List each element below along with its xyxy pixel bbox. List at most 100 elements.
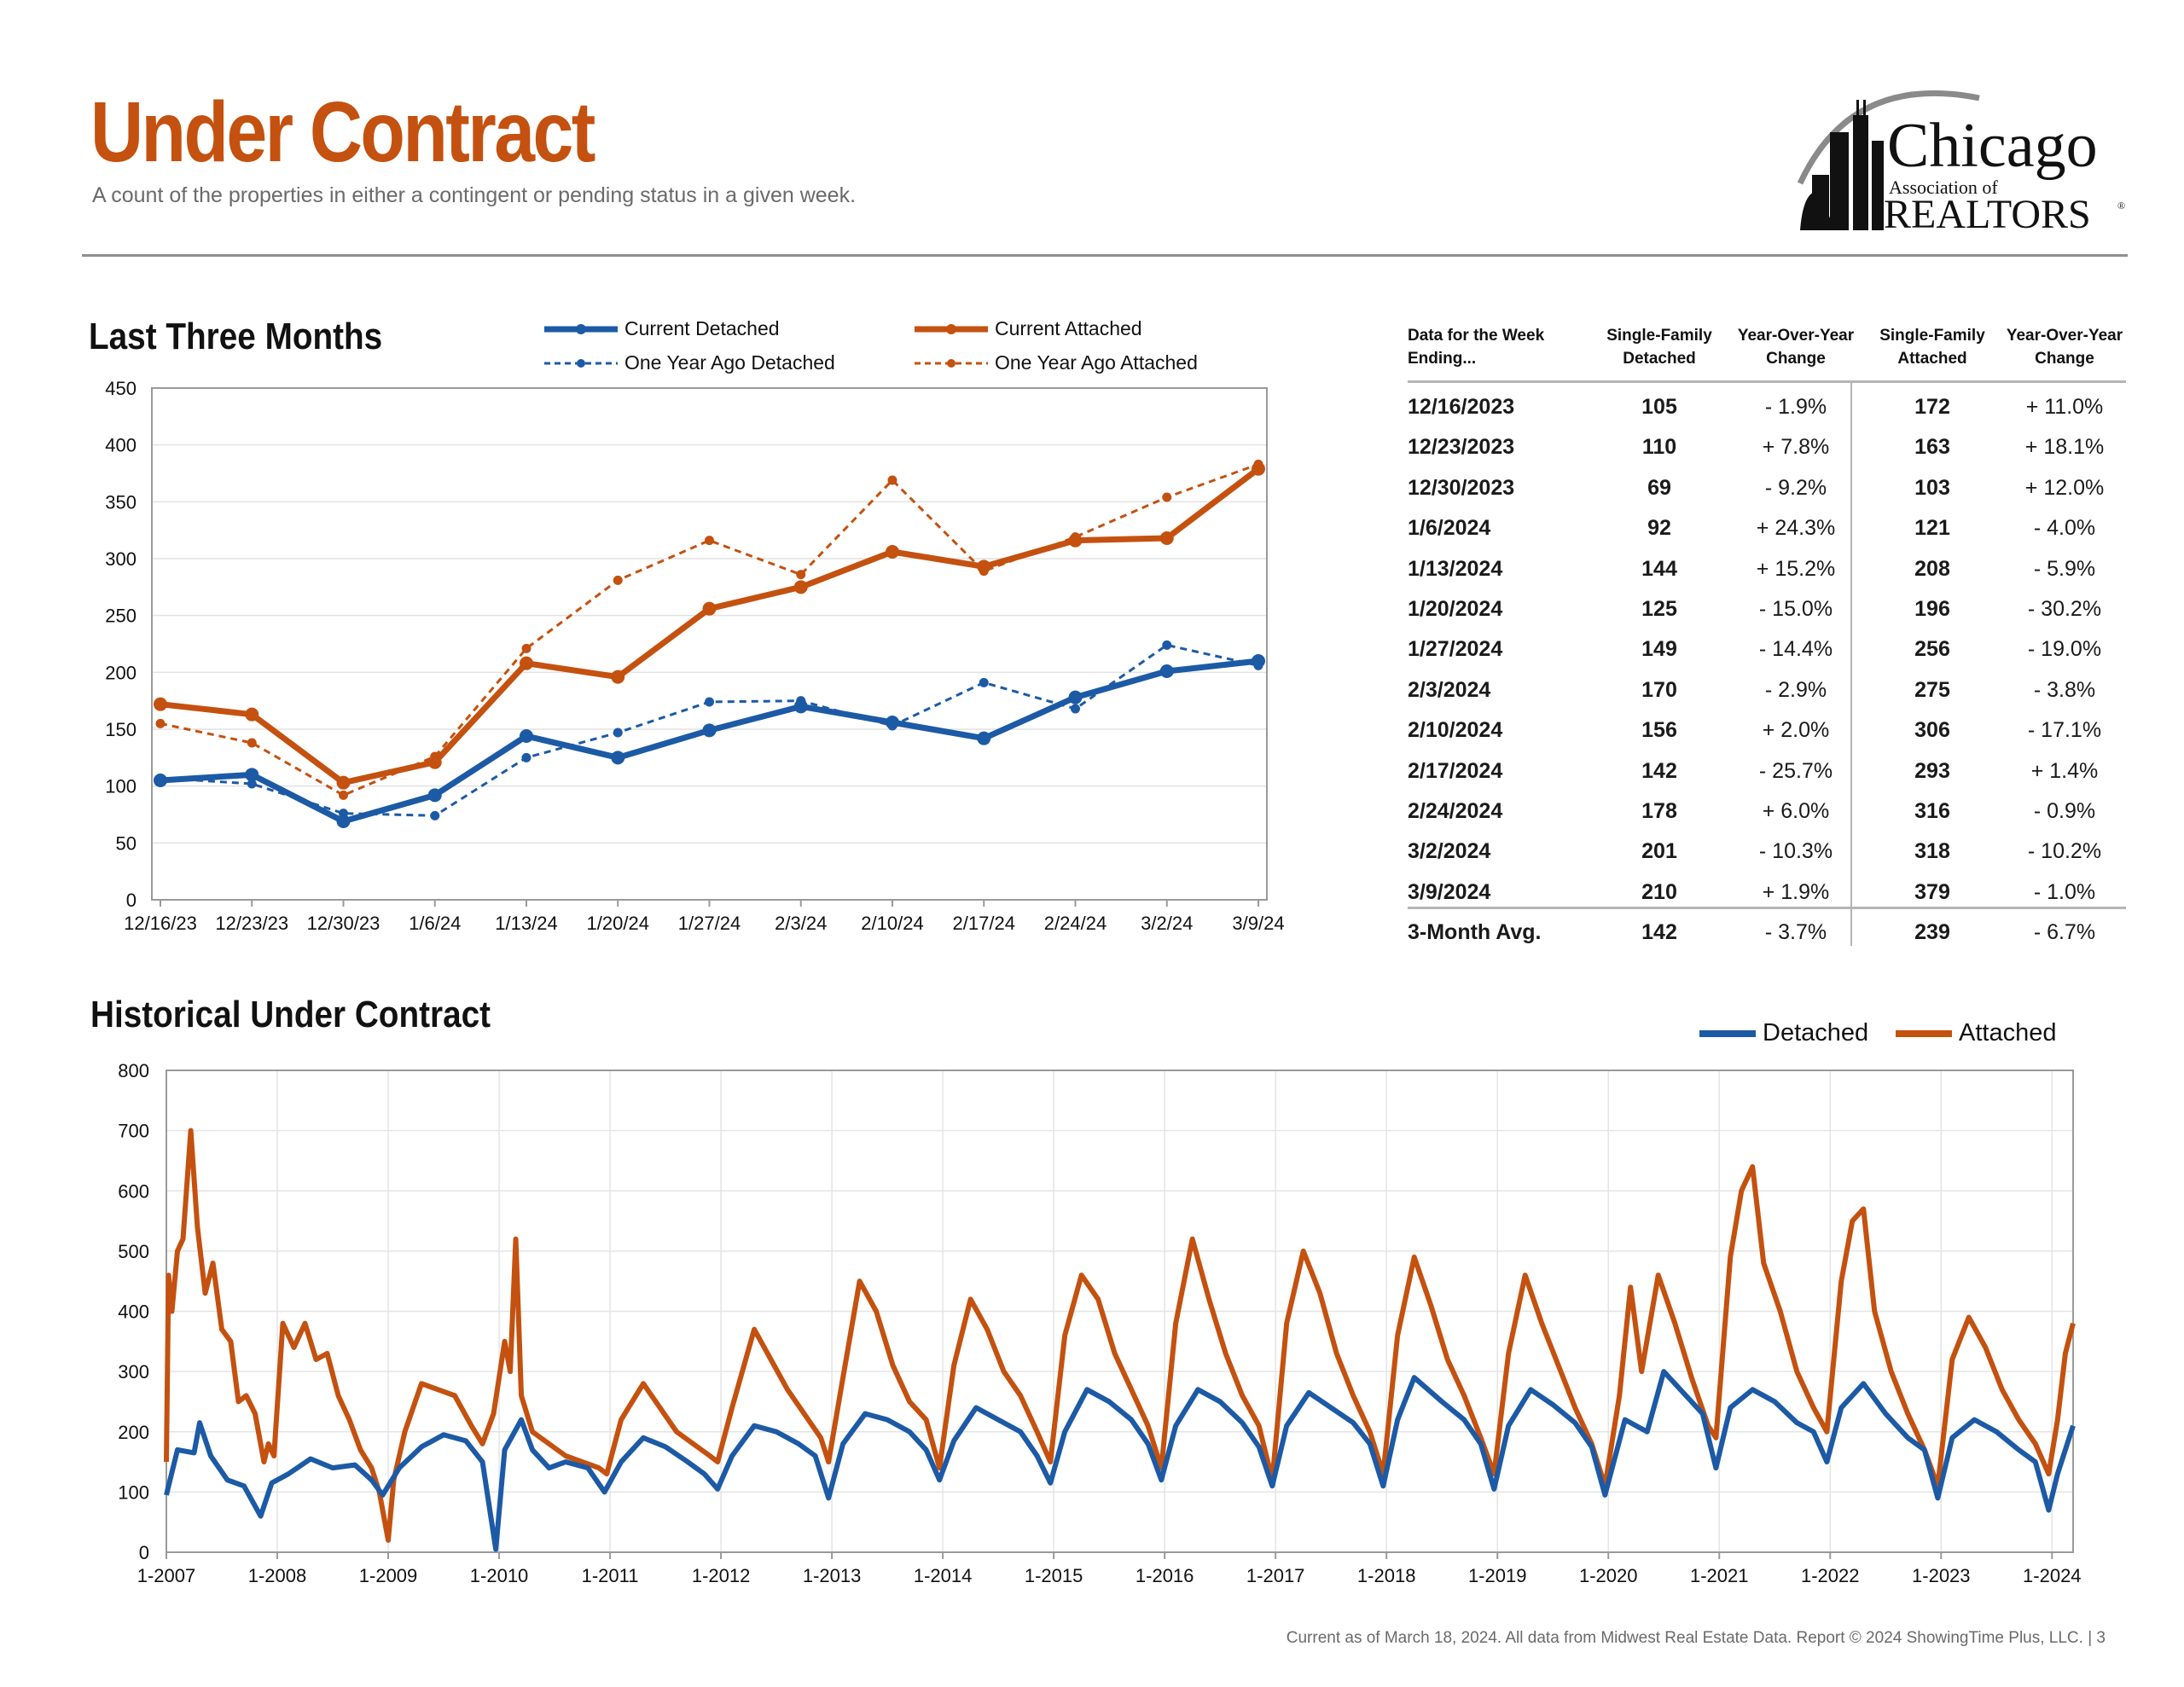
table-cell: 142 bbox=[1641, 920, 1677, 945]
y-tick-label: 400 bbox=[105, 435, 136, 456]
table-cell: 196 bbox=[1914, 597, 1950, 621]
data-point-current-detached bbox=[793, 699, 808, 714]
data-point-current-attached bbox=[702, 601, 717, 616]
table-cell: 1/20/2024 bbox=[1408, 597, 1503, 621]
table-cell: + 12.0% bbox=[2024, 475, 2105, 500]
legend-label: One Year Ago Detached bbox=[624, 351, 835, 374]
x-tick-label: 1-2024 bbox=[2023, 1565, 2082, 1586]
table-row: 12/16/2023 105 - 1.9% 172 + 11.0% bbox=[1408, 388, 2124, 428]
x-tick-label: 1-2017 bbox=[1246, 1565, 1305, 1586]
table-cell: - 19.0% bbox=[2027, 637, 2102, 662]
x-tick-label: 1-2021 bbox=[1690, 1565, 1749, 1586]
x-tick-label: 2/3/24 bbox=[775, 913, 827, 934]
y-tick-label: 800 bbox=[118, 1060, 149, 1081]
table-cell: 239 bbox=[1914, 920, 1950, 945]
y-tick-label: 0 bbox=[126, 890, 136, 911]
table-cell: + 2.0% bbox=[1762, 718, 1830, 743]
data-point-current-attached bbox=[1252, 461, 1265, 476]
table-row: 12/30/2023 69 - 9.2% 103 + 12.0% bbox=[1408, 469, 2124, 509]
table-cell: 69 bbox=[1647, 475, 1671, 500]
table-cell: 1/13/2024 bbox=[1408, 556, 1503, 581]
y-tick-label: 100 bbox=[105, 776, 136, 797]
table-cell: 379 bbox=[1914, 879, 1950, 904]
header-divider bbox=[82, 254, 2128, 257]
table-cell: 256 bbox=[1914, 637, 1950, 662]
data-point-current-attached bbox=[1068, 533, 1083, 548]
x-tick-label: 1-2009 bbox=[359, 1565, 418, 1586]
table-cell: 2/17/2024 bbox=[1408, 758, 1503, 783]
table-cell: 103 bbox=[1914, 475, 1950, 500]
section-title-last-three-months: Last Three Months bbox=[89, 316, 383, 357]
table-row: 1/20/2024 125 - 15.0% 196 - 30.2% bbox=[1408, 590, 2124, 630]
table-cell: - 4.0% bbox=[2033, 516, 2096, 541]
plot-frame bbox=[151, 387, 1268, 901]
table-cell: - 10.2% bbox=[2027, 839, 2102, 864]
table-row: 12/23/2023 110 + 7.8% 163 + 18.1% bbox=[1408, 428, 2124, 468]
table-cell: 163 bbox=[1914, 435, 1950, 460]
data-point-one-year-ago-detached bbox=[979, 677, 989, 687]
data-point-one-year-ago-detached bbox=[247, 779, 257, 789]
data-point-one-year-ago-detached bbox=[521, 752, 531, 762]
table-cell: 12/23/2023 bbox=[1408, 435, 1515, 460]
legend-swatch-detached bbox=[1699, 1029, 1756, 1037]
legend-label: Current Attached bbox=[995, 317, 1142, 339]
data-point-one-year-ago-attached bbox=[1162, 492, 1172, 502]
data-point-one-year-ago-detached bbox=[613, 728, 623, 738]
table-cell: 3/9/2024 bbox=[1408, 879, 1491, 904]
table-cell: 1/6/2024 bbox=[1408, 516, 1491, 541]
x-tick-label: 1-2020 bbox=[1579, 1565, 1638, 1586]
y-tick-label: 150 bbox=[105, 719, 136, 740]
table-row: 2/3/2024 170 - 2.9% 275 - 3.8% bbox=[1408, 671, 2124, 711]
data-point-current-detached bbox=[1068, 690, 1083, 704]
table-cell: - 2.9% bbox=[1764, 677, 1827, 702]
table-row: 2/10/2024 156 + 2.0% 306 - 17.1% bbox=[1408, 711, 2124, 751]
table-average-rule bbox=[1408, 907, 2126, 909]
data-point-current-detached bbox=[245, 768, 259, 782]
table-header-detached-yoy: Year-Over-Year Change bbox=[1737, 327, 1855, 368]
svg-text:REALTORS: REALTORS bbox=[1884, 192, 2091, 237]
svg-text:Association of: Association of bbox=[1889, 177, 1998, 198]
table-cell: + 15.2% bbox=[1756, 556, 1836, 581]
data-point-current-attached bbox=[1159, 531, 1174, 545]
table-cell: - 1.9% bbox=[1764, 395, 1827, 419]
svg-text:®: ® bbox=[2117, 200, 2125, 212]
x-tick-label: 1-2007 bbox=[137, 1565, 196, 1586]
legend-current-attached: Current Attached bbox=[913, 317, 1142, 340]
x-tick-label: 1-2015 bbox=[1025, 1565, 1083, 1586]
x-tick-label: 1-2014 bbox=[914, 1565, 973, 1586]
table-row: 1/13/2024 144 + 15.2% 208 - 5.9% bbox=[1408, 550, 2124, 590]
svg-text:Chicago: Chicago bbox=[1887, 111, 2098, 181]
y-tick-label: 200 bbox=[118, 1422, 149, 1443]
y-tick-label: 500 bbox=[118, 1241, 149, 1262]
legend-attached: Attached bbox=[1894, 1019, 2056, 1047]
x-tick-label: 12/16/23 bbox=[124, 913, 197, 934]
legend-label: Attached bbox=[1959, 1019, 2057, 1046]
data-point-current-attached bbox=[154, 697, 167, 711]
table-cell: 208 bbox=[1914, 556, 1950, 581]
table-cell: 316 bbox=[1914, 799, 1950, 823]
table-cell: 156 bbox=[1641, 718, 1677, 743]
table-cell: 125 bbox=[1641, 597, 1677, 621]
table-cell: 121 bbox=[1914, 516, 1950, 541]
table-cell: 2/24/2024 bbox=[1408, 799, 1503, 823]
data-point-one-year-ago-attached bbox=[521, 643, 531, 653]
data-point-one-year-ago-attached bbox=[705, 536, 714, 546]
x-tick-label: 1/27/24 bbox=[678, 913, 741, 934]
x-tick-label: 2/10/24 bbox=[861, 913, 923, 934]
table-cell: 12/16/2023 bbox=[1408, 395, 1515, 419]
table-cell: - 30.2% bbox=[2027, 597, 2102, 621]
table-cell: + 1.4% bbox=[2030, 758, 2099, 783]
y-tick-label: 300 bbox=[118, 1361, 149, 1383]
x-tick-label: 1-2008 bbox=[248, 1565, 307, 1586]
data-point-current-attached bbox=[886, 545, 899, 559]
data-point-one-year-ago-attached bbox=[613, 575, 623, 585]
data-point-current-detached bbox=[427, 788, 442, 803]
legend-label: Current Detached bbox=[624, 317, 780, 339]
table-row: 3/9/2024 210 + 1.9% 379 - 1.0% bbox=[1408, 873, 2124, 913]
table-row: 3/2/2024 201 - 10.3% 318 - 10.2% bbox=[1408, 832, 2124, 872]
table-cell: - 0.9% bbox=[2033, 799, 2096, 823]
table-cell: + 7.8% bbox=[1762, 435, 1830, 460]
data-point-current-attached bbox=[520, 656, 533, 670]
data-point-one-year-ago-attached bbox=[339, 790, 348, 800]
y-tick-label: 400 bbox=[118, 1301, 149, 1323]
